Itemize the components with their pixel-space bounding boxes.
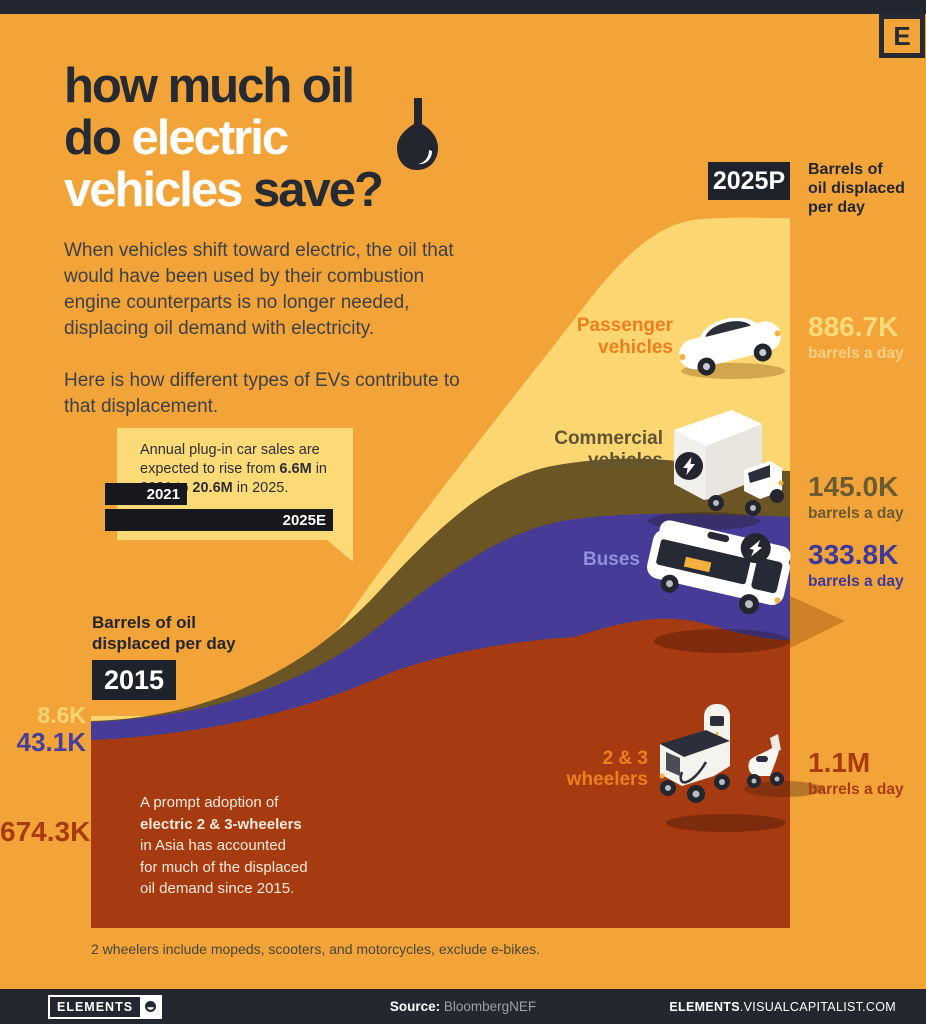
value-buses-number: 333.8K xyxy=(808,539,899,570)
charging-cable xyxy=(679,761,708,784)
left-axis-heading: Barrels of oil displaced per day xyxy=(92,613,236,653)
elements-logo-text: ELEMENTS xyxy=(57,999,134,1014)
callout-line2-post: in xyxy=(311,461,327,477)
year-2015-label: 2015 xyxy=(103,664,165,695)
value-passenger-unit: barrels a day xyxy=(808,345,904,362)
value-2-3-wheelers: 1.1M barrels a day xyxy=(808,748,926,799)
footer-source: Source: BloombergNEF xyxy=(0,999,926,1014)
oil-drop-icon xyxy=(397,98,438,170)
mini-bar-2021: 2021 xyxy=(105,483,187,505)
elements-e-logo: E xyxy=(879,14,925,58)
value-wheelers-number: 1.1M xyxy=(808,747,871,778)
site-url-rest: .VISUALCAPITALIST.COM xyxy=(739,999,896,1014)
passenger-car-illustration xyxy=(679,317,781,376)
footer-bar: ELEMENTS Source: BloombergNEF ELEMENTS.V… xyxy=(0,989,926,1024)
left-value-buses: 43.1K xyxy=(16,727,86,757)
callout-line2-pre: expected to rise from xyxy=(140,461,280,477)
wheelers-shadow xyxy=(666,814,786,832)
label-commercial-vehicles: Commercial vehicles xyxy=(554,428,663,471)
label-passenger-vehicles: Passenger vehicles xyxy=(576,315,673,358)
right-axis-heading: Barrels of oil displaced per day xyxy=(808,161,905,216)
title-line2-light: electric xyxy=(131,111,290,165)
annotation-line1: A prompt adoption of xyxy=(140,794,279,811)
elements-logo-icon xyxy=(140,996,161,1017)
commercial-truck-illustration xyxy=(674,410,784,516)
callout-line3-bold: 20.6M xyxy=(192,480,233,496)
site-url-bold: ELEMENTS xyxy=(669,999,740,1014)
value-passenger-vehicles: 886.7K barrels a day xyxy=(808,312,926,363)
year-2015-box: 2015 xyxy=(92,660,176,700)
footer-site-url: ELEMENTS.VISUALCAPITALIST.COM xyxy=(669,1000,896,1014)
left-value-passenger: 8.6K xyxy=(37,702,86,728)
tuk-tuk xyxy=(659,730,730,803)
value-commercial-unit: barrels a day xyxy=(808,505,904,522)
callout-line1: Annual plug-in car sales are xyxy=(140,442,320,458)
elements-logo: ELEMENTS xyxy=(48,994,163,1019)
two-three-wheelers-illustration xyxy=(659,704,784,803)
title-line3-dark: save? xyxy=(253,163,384,217)
mini-bar-2025e: 2025E xyxy=(105,509,333,531)
annotation-2-3-wheelers: A prompt adoption of electric 2 & 3-whee… xyxy=(140,792,370,900)
title-line1: how much oil xyxy=(64,59,355,113)
year-2025p-box: 2025P xyxy=(708,162,790,200)
annotation-rest: in Asia has accounted for much of the di… xyxy=(140,837,308,897)
year-2025p-label: 2025P xyxy=(712,166,786,195)
bus-shadow xyxy=(654,629,790,653)
value-passenger-number: 886.7K xyxy=(808,311,899,342)
mini-bar-2025e-label: 2025E xyxy=(282,511,326,529)
annotation-bold: electric 2 & 3-wheelers xyxy=(140,815,302,833)
source-value: BloombergNEF xyxy=(443,999,537,1014)
intro-paragraph-2: Here is how different types of EVs contr… xyxy=(64,370,460,417)
value-commercial-vehicles: 145.0K barrels a day xyxy=(808,472,926,523)
bus-illustration xyxy=(647,520,791,615)
value-buses-unit: barrels a day xyxy=(808,573,904,590)
value-wheelers-unit: barrels a day xyxy=(808,781,904,798)
callout-line3-post: in 2025. xyxy=(232,480,289,496)
page-title: how much oil do electric vehicles save? xyxy=(64,60,544,216)
title-line3-light: vehicles xyxy=(64,163,243,217)
left-value-wheelers: 674.3K xyxy=(0,816,91,847)
intro-copy: When vehicles shift toward electric, the… xyxy=(64,238,482,446)
top-black-bar xyxy=(0,0,926,14)
mini-bar-2021-label: 2021 xyxy=(146,485,180,503)
footnote: 2 wheelers include mopeds, scooters, and… xyxy=(91,941,540,957)
elements-e-letter: E xyxy=(893,20,911,51)
label-2-3-wheelers: 2 & 3 wheelers xyxy=(566,748,648,790)
intro-paragraph-1: When vehicles shift toward electric, the… xyxy=(64,240,454,339)
label-buses: Buses xyxy=(582,549,640,570)
callout-text: Annual plug-in car sales are expected to… xyxy=(140,441,350,498)
scooter xyxy=(747,734,784,788)
bus-shadow-wedge xyxy=(790,596,845,648)
value-commercial-number: 145.0K xyxy=(808,471,899,502)
callout-line2-bold: 6.6M xyxy=(279,461,312,477)
area-2-3-wheelers xyxy=(91,618,790,928)
source-label: Source: xyxy=(389,999,441,1014)
title-line2-dark: do xyxy=(64,111,122,165)
scooter-shadow xyxy=(744,781,824,797)
value-buses: 333.8K barrels a day xyxy=(808,540,926,591)
